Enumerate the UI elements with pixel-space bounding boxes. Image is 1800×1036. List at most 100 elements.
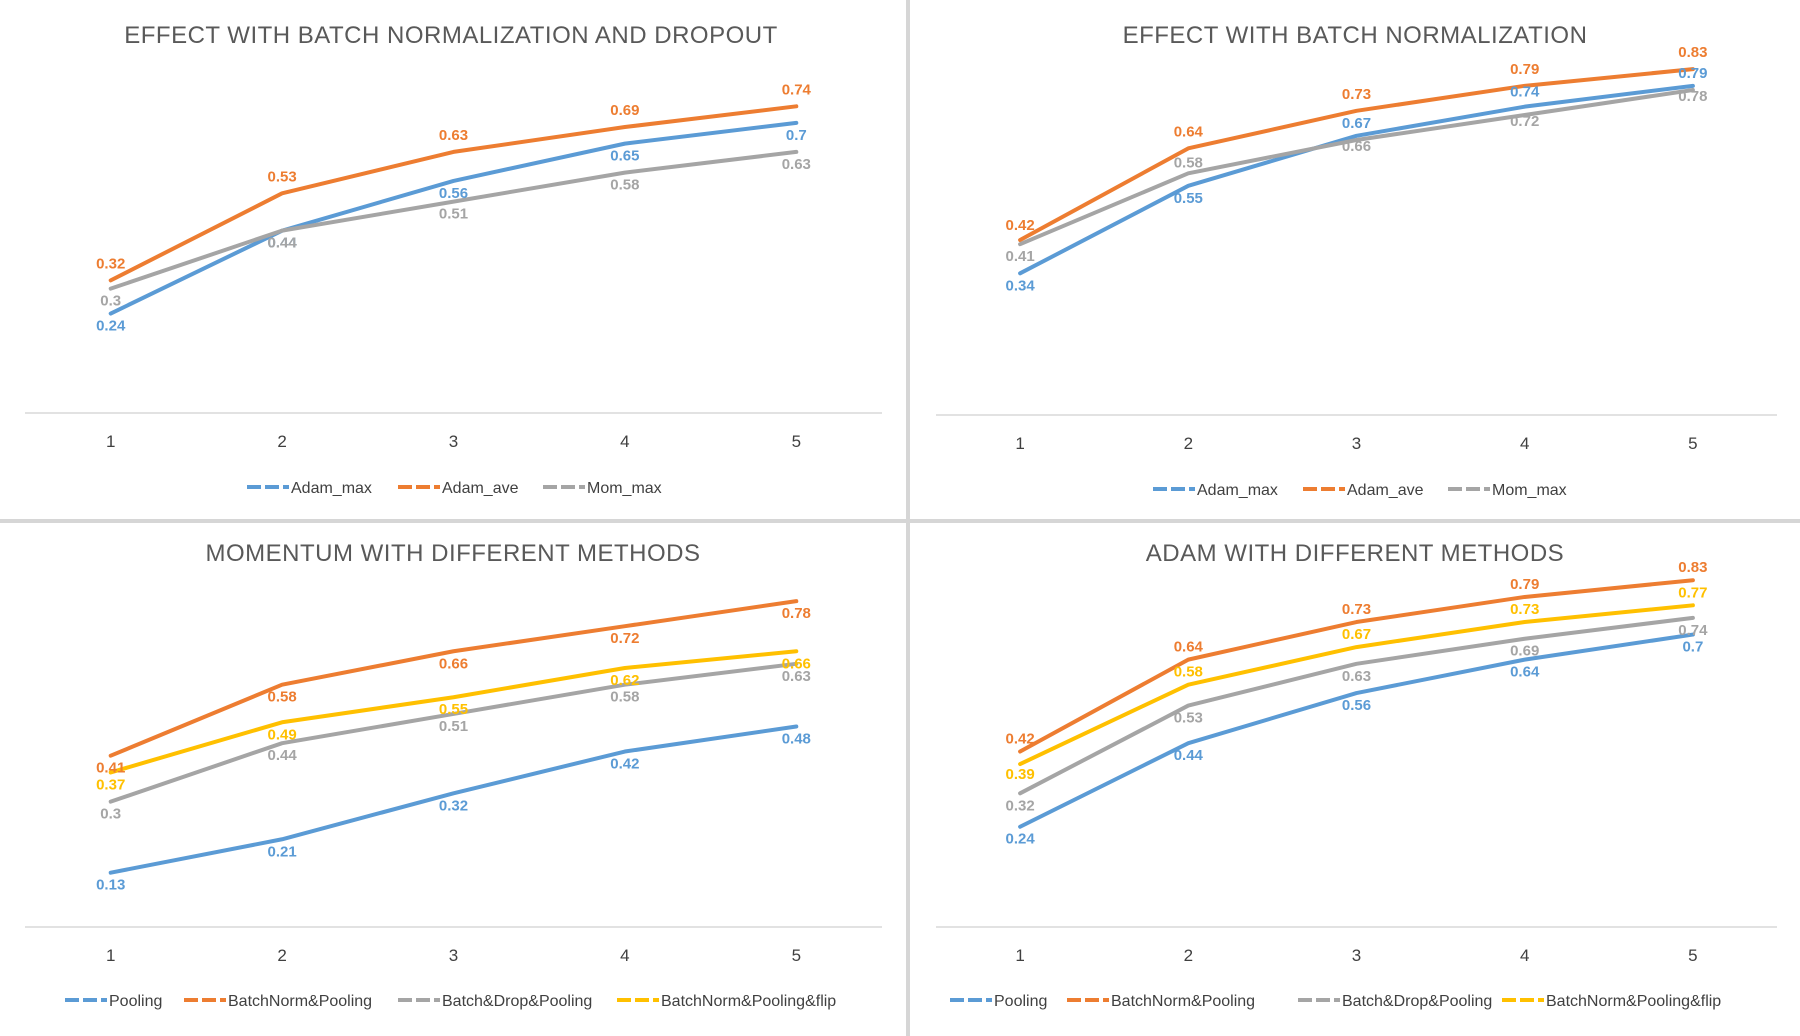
- chart-title: MOMENTUM WITH DIFFERENT METHODS: [205, 540, 700, 567]
- data-label: 0.63: [1342, 668, 1371, 685]
- series-line-adam-ave: [1018, 67, 1695, 242]
- legend-item-mom-max[interactable]: Mom_max: [1448, 482, 1567, 499]
- series-line-batch-drop-pooling: [108, 661, 799, 804]
- chart-title: EFFECT WITH BATCH NORMALIZATION AND DROP…: [124, 22, 778, 49]
- data-label: 0.74: [1510, 84, 1540, 101]
- data-label: 0.39: [1005, 766, 1034, 783]
- legend-label: Batch&Drop&Pooling: [442, 993, 592, 1010]
- data-label: 0.58: [1174, 664, 1203, 681]
- data-label: 0.64: [1510, 664, 1540, 681]
- line-chart: EFFECT WITH BATCH NORMALIZATION 1 2 3 4 5 0.34…: [936, 22, 1777, 499]
- legend-item-adam-max[interactable]: Adam_max: [247, 480, 372, 497]
- data-label: 0.73: [1342, 601, 1371, 618]
- data-label: 0.73: [1342, 86, 1371, 103]
- data-label: 0.78: [1678, 88, 1707, 105]
- data-label: 0.7: [786, 127, 807, 144]
- legend-label: Batch&Drop&Pooling: [1342, 993, 1492, 1010]
- data-label: 0.51: [439, 206, 468, 223]
- chart-panel-batchnorm: EFFECT WITH BATCH NORMALIZATION 1 2 3 4 5 0.34…: [910, 0, 1800, 519]
- data-label: 0.44: [267, 747, 297, 764]
- data-label: 0.63: [782, 668, 811, 685]
- legend-item-adam-max[interactable]: Adam_max: [1153, 482, 1278, 499]
- legend-item-batch-drop-pooling[interactable]: Batch&Drop&Pooling: [398, 993, 592, 1010]
- x-tick-label: 3: [1352, 946, 1361, 965]
- data-label: 0.69: [610, 102, 639, 119]
- series-line-batchnorm-pooling-flip: [1018, 603, 1695, 767]
- x-tick-label: 3: [1352, 434, 1361, 453]
- x-tick-label: 3: [449, 432, 458, 451]
- legend-label: BatchNorm&Pooling: [228, 993, 372, 1010]
- data-label: 0.42: [1005, 217, 1034, 234]
- legend-item-batchnorm-pooling[interactable]: BatchNorm&Pooling: [184, 993, 372, 1010]
- legend-label: Pooling: [109, 993, 162, 1010]
- data-label: 0.74: [1678, 622, 1708, 639]
- data-label: 0.79: [1510, 576, 1539, 593]
- x-tick-label: 5: [1688, 946, 1697, 965]
- series-line-pooling: [1018, 632, 1695, 829]
- series-line-mom-max: [1018, 88, 1695, 247]
- x-tick-label: 2: [1184, 434, 1193, 453]
- data-label: 0.79: [1510, 61, 1539, 78]
- series-line-batchnorm-pooling: [1018, 578, 1695, 754]
- data-label: 0.83: [1678, 559, 1707, 576]
- series-line-pooling: [108, 724, 799, 875]
- data-label: 0.3: [100, 293, 121, 310]
- horizontal-divider: [0, 519, 1800, 523]
- data-label: 0.67: [1342, 115, 1371, 132]
- legend-item-adam-ave[interactable]: Adam_ave: [1303, 482, 1424, 499]
- chart-title: ADAM WITH DIFFERENT METHODS: [1146, 540, 1564, 567]
- chart-title: EFFECT WITH BATCH NORMALIZATION: [1123, 22, 1588, 49]
- chart-panel-adam-methods: ADAM WITH DIFFERENT METHODS 1 2 3 4 5 0.24 0.44…: [910, 523, 1800, 1036]
- data-label: 0.58: [1174, 154, 1203, 171]
- legend-item-batchnorm-pooling-flip[interactable]: BatchNorm&Pooling&flip: [1502, 993, 1721, 1010]
- legend-item-batchnorm-pooling[interactable]: BatchNorm&Pooling: [1067, 993, 1255, 1010]
- legend-label: Mom_max: [587, 480, 662, 497]
- series-line-mom-max: [108, 149, 799, 291]
- data-label: 0.41: [96, 760, 125, 777]
- line-chart: ADAM WITH DIFFERENT METHODS 1 2 3 4 5 0.24 0.44…: [936, 540, 1777, 1010]
- x-tick-label: 1: [106, 946, 115, 965]
- legend-item-batchnorm-pooling-flip[interactable]: BatchNorm&Pooling&flip: [617, 993, 836, 1010]
- legend-label: Adam_ave: [442, 480, 519, 497]
- x-tick-label: 1: [1015, 434, 1024, 453]
- data-label: 0.37: [96, 776, 125, 793]
- x-tick-label: 4: [620, 946, 629, 965]
- data-label: 0.53: [267, 168, 296, 185]
- legend-item-adam-ave[interactable]: Adam_ave: [398, 480, 519, 497]
- data-label: 0.78: [782, 605, 811, 622]
- series-line-batchnorm-pooling: [108, 599, 799, 758]
- data-label: 0.49: [267, 726, 296, 743]
- x-tick-label: 5: [792, 946, 801, 965]
- x-tick-label: 2: [277, 432, 286, 451]
- data-label: 0.24: [96, 318, 126, 335]
- data-label: 0.44: [1174, 747, 1204, 764]
- legend-item-batch-drop-pooling[interactable]: Batch&Drop&Pooling: [1298, 993, 1492, 1010]
- data-label: 0.44: [267, 235, 297, 252]
- legend-item-pooling[interactable]: Pooling: [65, 993, 162, 1010]
- x-tick-label: 3: [449, 946, 458, 965]
- data-label: 0.51: [439, 718, 468, 735]
- series-line-adam-max: [108, 120, 799, 316]
- data-label: 0.77: [1678, 584, 1707, 601]
- data-label: 0.73: [1510, 601, 1539, 618]
- legend-label: BatchNorm&Pooling&flip: [661, 993, 836, 1010]
- data-label: 0.67: [1342, 626, 1371, 643]
- legend-item-mom-max[interactable]: Mom_max: [543, 480, 662, 497]
- data-label: 0.58: [610, 177, 639, 194]
- data-label: 0.55: [1174, 190, 1203, 207]
- data-label: 0.79: [1678, 65, 1707, 82]
- legend-label: Adam_max: [291, 480, 372, 497]
- data-label: 0.41: [1005, 248, 1034, 265]
- data-label: 0.83: [1678, 44, 1707, 61]
- data-label: 0.21: [267, 843, 296, 860]
- legend-item-pooling[interactable]: Pooling: [950, 993, 1047, 1010]
- data-label: 0.63: [439, 127, 468, 144]
- legend-label: BatchNorm&Pooling&flip: [1546, 993, 1721, 1010]
- data-label: 0.3: [100, 806, 121, 823]
- data-label: 0.66: [439, 655, 468, 672]
- legend-label: Adam_max: [1197, 482, 1278, 499]
- data-label: 0.56: [1342, 697, 1371, 714]
- data-label: 0.53: [1174, 710, 1203, 727]
- series-line-batchnorm-pooling-flip: [108, 649, 799, 775]
- data-label: 0.32: [439, 797, 468, 814]
